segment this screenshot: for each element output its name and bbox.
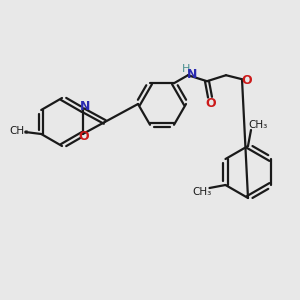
Text: N: N (80, 100, 90, 113)
Text: CH₃: CH₃ (248, 120, 268, 130)
Text: O: O (242, 74, 252, 87)
Text: N: N (187, 68, 197, 81)
Text: H: H (182, 64, 190, 74)
Text: CH₃: CH₃ (10, 126, 29, 136)
Text: CH₃: CH₃ (193, 187, 212, 197)
Text: O: O (206, 97, 216, 110)
Text: O: O (79, 130, 89, 143)
